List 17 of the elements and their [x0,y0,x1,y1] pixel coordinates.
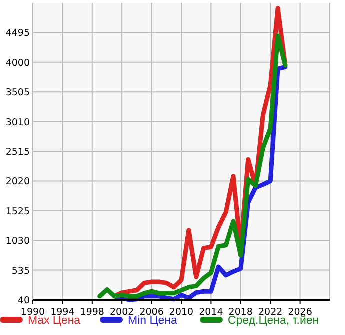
y-tick-label: 4495 [6,28,30,40]
y-tick-label: 40 [18,296,30,306]
legend-label: Max Цена [28,315,82,327]
y-tick-label: 1030 [6,236,30,248]
y-tick-label: 535 [12,266,30,277]
legend-label: Min Цена [128,315,178,327]
x-tick-label: 2014 [199,307,224,318]
y-tick-label: 2020 [6,176,30,188]
x-tick-label: 2010 [169,307,194,318]
legend-label: Сред.Цена, т.йен [228,315,320,327]
y-tick-label: 4000 [6,58,30,69]
y-tick-label: 3505 [6,88,30,99]
y-tick-label: 2515 [6,147,30,158]
y-tick-label: 3010 [6,117,30,128]
x-tick-label: 1998 [80,307,104,318]
line-series [98,34,288,299]
y-tick-label: 1525 [6,206,30,218]
